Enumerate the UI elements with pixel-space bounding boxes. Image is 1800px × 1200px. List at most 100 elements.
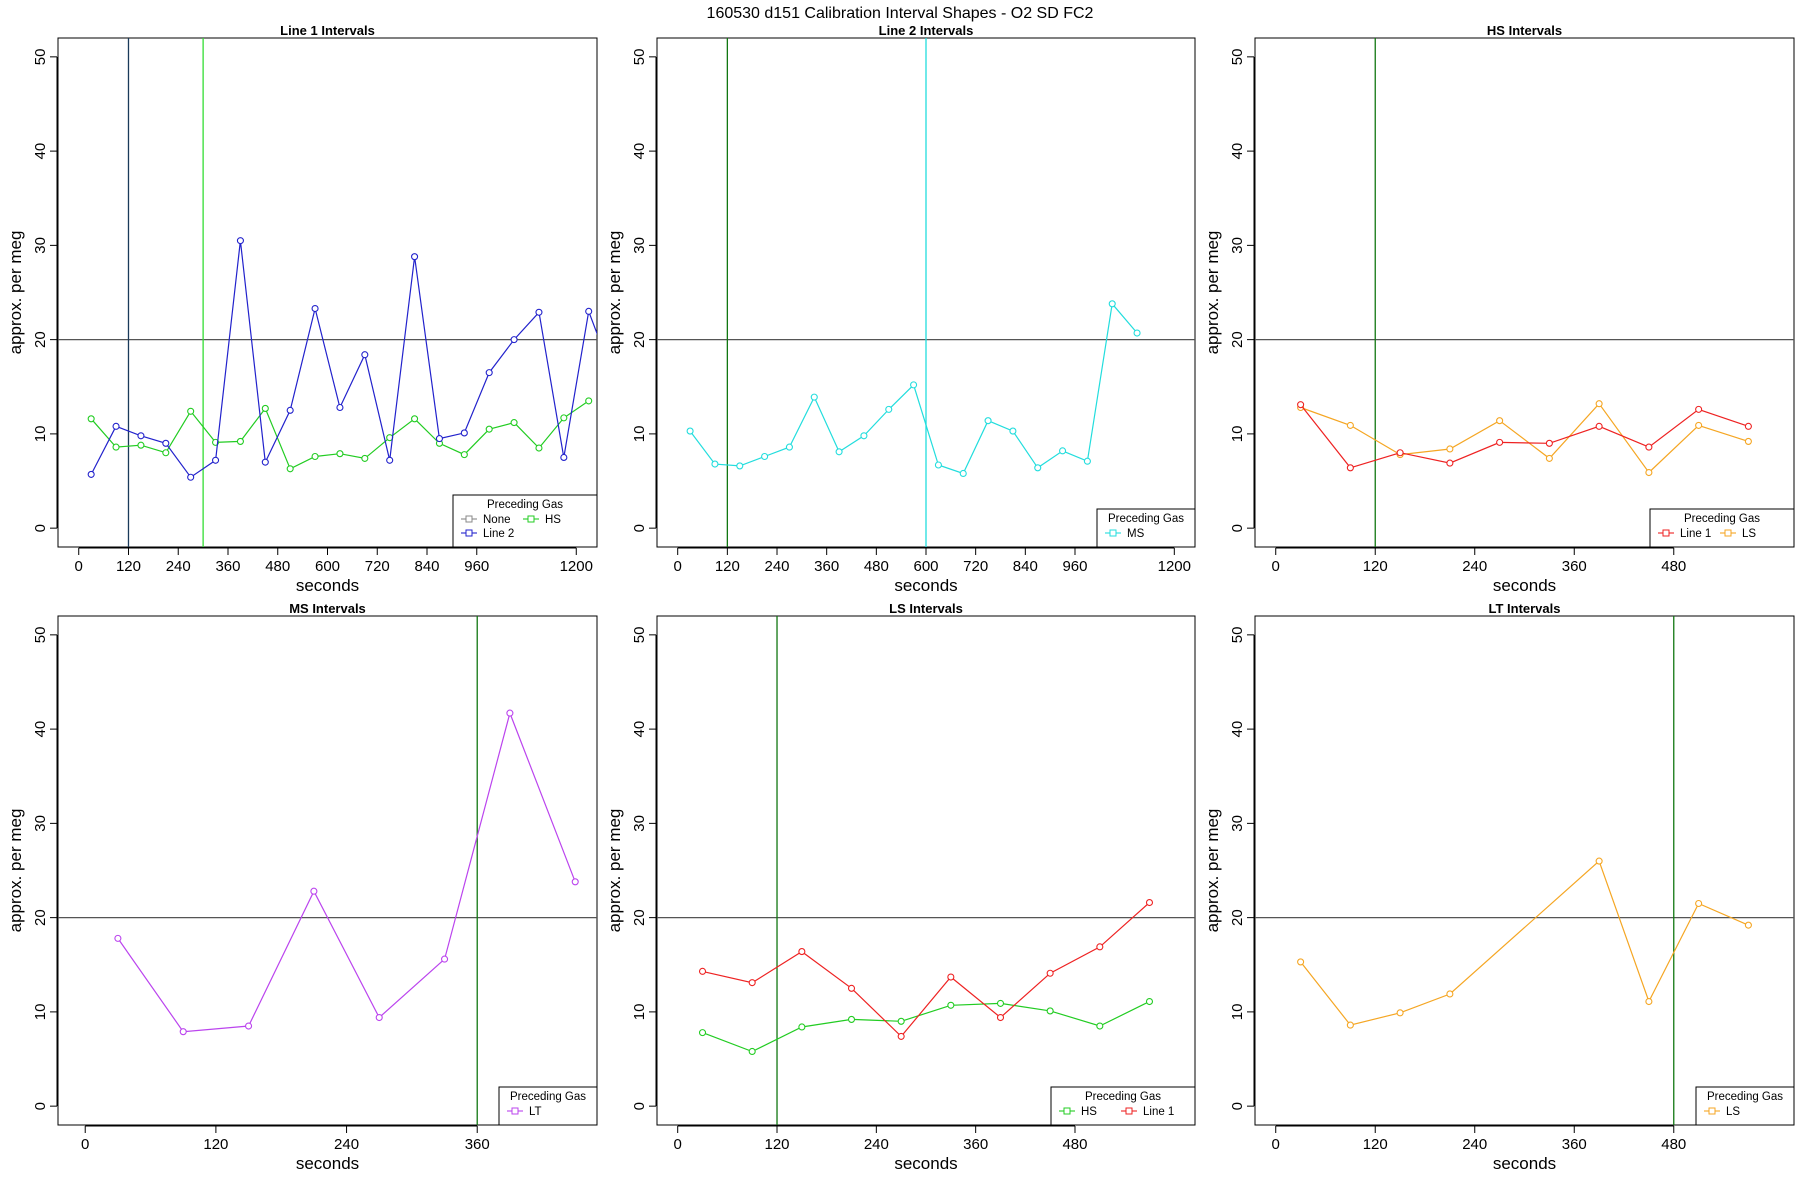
series-hs-point: [996, 999, 1005, 1007]
plot-frame: [656, 615, 1196, 1126]
y-tick-label: 40: [631, 143, 648, 160]
x-axis-label: seconds: [296, 576, 359, 595]
series-ms-point: [959, 469, 967, 478]
panel-title: Line 1 Intervals: [280, 23, 375, 38]
panel-line-2-intervals: Line 2 Intervals 0 120 240 360 480 600 720 840 96…: [605, 23, 1196, 595]
series-ms-point: [984, 417, 992, 425]
legend-swatch-marker: [1708, 1107, 1716, 1115]
series-ls-point: [1744, 437, 1752, 445]
series-hs-point: [112, 443, 120, 451]
series-hs-point: [847, 1015, 856, 1023]
series-lt-point: [310, 887, 318, 895]
x-tick-label: 480: [864, 558, 889, 575]
series-line-1-point: [996, 1013, 1005, 1022]
legend-box: [452, 494, 598, 548]
y-tick-label: 0: [631, 524, 648, 532]
series-hs-point: [897, 1017, 905, 1025]
series-hs-point: [535, 444, 543, 452]
series-hs-point: [510, 419, 518, 427]
series-hs-point: [311, 452, 319, 461]
series-line-2-point: [261, 458, 269, 466]
x-tick-label: 0: [81, 1136, 89, 1153]
series-line-2-point: [112, 422, 120, 430]
y-axis-label: approx. per meg: [605, 809, 624, 933]
y-tick-label: 50: [32, 627, 49, 644]
y-tick-label: 30: [631, 237, 648, 254]
series-hs-point: [411, 415, 419, 423]
legend-entry-label: HS: [1081, 1106, 1097, 1118]
series-hs-point: [1096, 1022, 1104, 1030]
series-ms-point: [1083, 457, 1091, 465]
y-axis-label: approx. per meg: [1203, 231, 1222, 355]
series-line-1-point: [1446, 459, 1454, 467]
y-tick-label: 20: [631, 909, 648, 926]
series-hs-point: [162, 449, 170, 457]
series-ls-line: [1300, 860, 1749, 1026]
y-tick-label: 40: [32, 721, 49, 738]
series-ls-point: [1744, 921, 1752, 929]
y-tick-label: 20: [631, 331, 648, 348]
legend-entry-label: MS: [1127, 528, 1145, 540]
x-tick-label: 120: [203, 1136, 228, 1153]
panel-title: LT Intervals: [1488, 601, 1560, 616]
series-ms-point: [835, 448, 843, 456]
series-hs-point: [261, 404, 269, 412]
series-lt-point: [441, 955, 449, 963]
series-line-1-point: [1744, 422, 1752, 430]
x-tick-label: 600: [913, 558, 938, 575]
plot-frame: [1254, 615, 1795, 1126]
x-tick-label: 240: [1462, 558, 1487, 575]
series-ms-point: [761, 452, 769, 461]
y-axis-label: approx. per meg: [1203, 809, 1222, 933]
series-hs-point: [187, 407, 195, 415]
plot-data: [686, 300, 1141, 478]
x-tick-label: 240: [764, 558, 789, 575]
x-tick-label: 360: [1562, 1136, 1587, 1153]
series-line-1-point: [947, 973, 955, 981]
legend: Preceding Gas MS: [1096, 508, 1196, 548]
series-ls-point: [1645, 997, 1653, 1006]
x-tick-label: 480: [1661, 1136, 1686, 1153]
legend-entry-label: None: [483, 514, 511, 526]
series-line-1-point: [847, 984, 856, 992]
series-line-1-point: [1346, 464, 1354, 472]
plot-frame: [57, 615, 598, 1126]
x-tick-label: 360: [215, 558, 240, 575]
legend-title: Preceding Gas: [1684, 513, 1760, 525]
x-tick-label: 360: [963, 1136, 988, 1153]
x-tick-label: 0: [1272, 558, 1280, 575]
x-tick-label: 360: [465, 1136, 490, 1153]
series-line-2-point: [236, 237, 244, 245]
legend-entry-label: Line 2: [483, 528, 514, 540]
x-tick-label: 840: [1013, 558, 1038, 575]
y-tick-label: 30: [1229, 815, 1246, 832]
series-line-1-point: [1695, 405, 1703, 413]
x-tick-label: 360: [1562, 558, 1587, 575]
x-tick-label: 240: [864, 1136, 889, 1153]
series-line-2-point: [411, 253, 419, 261]
legend-box: [498, 1086, 598, 1126]
legend-box: [1649, 508, 1795, 548]
series-line-2-line: [90, 240, 597, 479]
panel-lt-intervals: LT Intervals 0 120 240 360 480 seconds 0 10 20 30 4…: [1203, 601, 1795, 1173]
y-tick-label: 10: [631, 426, 648, 443]
series-lt-point: [245, 1022, 253, 1030]
panel-title: MS Intervals: [289, 601, 366, 616]
series-hs-point: [361, 454, 369, 462]
x-tick-label: 240: [334, 1136, 359, 1153]
y-tick-label: 40: [1229, 721, 1246, 738]
series-hs-point: [137, 441, 145, 449]
x-tick-label: 120: [1363, 558, 1388, 575]
series-lt-point: [506, 709, 514, 717]
y-tick-label: 10: [32, 1004, 49, 1021]
legend-swatch-marker: [465, 515, 473, 523]
x-axis-label: seconds: [1493, 1154, 1556, 1173]
y-tick-label: 50: [631, 49, 648, 66]
legend-box: [1695, 1086, 1795, 1126]
series-ls-point: [1346, 421, 1354, 429]
legend: Preceding Gas LT: [498, 1086, 598, 1126]
series-line-2-point: [187, 473, 195, 481]
panel-title: LS Intervals: [889, 601, 963, 616]
series-hs-point: [560, 414, 568, 422]
figure-title: 160530 d151 Calibration Interval Shapes …: [707, 5, 1094, 22]
